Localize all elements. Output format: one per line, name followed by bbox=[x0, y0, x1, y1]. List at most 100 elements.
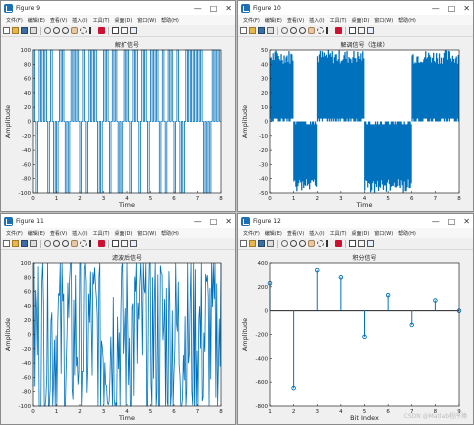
rotate-3d-icon[interactable] bbox=[317, 27, 324, 34]
colorbar-icon[interactable] bbox=[358, 240, 365, 247]
link-plot-icon[interactable] bbox=[112, 240, 119, 247]
print-icon[interactable] bbox=[30, 27, 37, 34]
legend-icon[interactable] bbox=[130, 27, 137, 34]
menu-window[interactable]: 窗口(W) bbox=[374, 230, 394, 237]
minimize-button[interactable]: — bbox=[431, 216, 440, 226]
data-cursor-icon[interactable] bbox=[326, 27, 333, 34]
print-icon[interactable] bbox=[30, 240, 37, 247]
menu-help[interactable]: 帮助(H) bbox=[398, 230, 416, 237]
menu-insert[interactable]: 插入(I) bbox=[72, 17, 88, 24]
link-plot-icon[interactable] bbox=[112, 27, 119, 34]
zoom-in-icon[interactable] bbox=[290, 27, 297, 34]
menu-insert[interactable]: 插入(I) bbox=[72, 230, 88, 237]
edit-plot-icon[interactable] bbox=[281, 27, 288, 34]
plot-area[interactable]: 解扩信号 0 1 2 3 4 5 6 7 8 -100 -80 -60 -40 -20 0 20 40 60 80 10… bbox=[1, 37, 235, 211]
window-titlebar[interactable]: Figure 12 — □ ✕ bbox=[238, 214, 473, 228]
close-button[interactable]: ✕ bbox=[225, 216, 232, 226]
rotate-3d-icon[interactable] bbox=[317, 240, 324, 247]
new-figure-icon[interactable] bbox=[240, 240, 247, 247]
chart-svg[interactable]: 解扩信号 0 1 2 3 4 5 6 7 8 -100 -80 -60 -40 -20 0 20 40 60 80 10… bbox=[1, 37, 235, 211]
chart-svg[interactable]: 解调信号（连续） 0 1 2 3 4 5 6 7 8 -50 -40 -30 -20 -10 0 10 20 30 4… bbox=[238, 37, 473, 211]
brush-icon[interactable] bbox=[335, 27, 342, 34]
minimize-button[interactable]: — bbox=[431, 3, 440, 13]
menu-edit[interactable]: 编辑(E) bbox=[27, 230, 45, 237]
window-titlebar[interactable]: Figure 9 — □ ✕ bbox=[1, 1, 235, 15]
print-icon[interactable] bbox=[267, 240, 274, 247]
open-folder-icon[interactable] bbox=[249, 27, 256, 34]
colorbar-icon[interactable] bbox=[121, 27, 128, 34]
zoom-out-icon[interactable] bbox=[62, 27, 69, 34]
legend-icon[interactable] bbox=[367, 27, 374, 34]
rotate-3d-icon[interactable] bbox=[80, 27, 87, 34]
open-folder-icon[interactable] bbox=[249, 240, 256, 247]
open-folder-icon[interactable] bbox=[12, 240, 19, 247]
zoom-in-icon[interactable] bbox=[290, 240, 297, 247]
menu-desktop[interactable]: 桌面(D) bbox=[351, 230, 370, 237]
data-cursor-icon[interactable] bbox=[89, 240, 96, 247]
menu-edit[interactable]: 编辑(E) bbox=[264, 17, 282, 24]
menu-window[interactable]: 窗口(W) bbox=[137, 230, 157, 237]
zoom-in-icon[interactable] bbox=[53, 240, 60, 247]
new-figure-icon[interactable] bbox=[3, 27, 10, 34]
window-titlebar[interactable]: Figure 11 — □ ✕ bbox=[1, 214, 235, 228]
pan-icon[interactable] bbox=[71, 240, 78, 247]
zoom-out-icon[interactable] bbox=[299, 240, 306, 247]
menu-view[interactable]: 查看(V) bbox=[286, 230, 305, 237]
close-button[interactable]: ✕ bbox=[225, 3, 232, 13]
pan-icon[interactable] bbox=[308, 27, 315, 34]
menu-file[interactable]: 文件(F) bbox=[6, 17, 23, 24]
window-titlebar[interactable]: Figure 10 — □ ✕ bbox=[238, 1, 473, 15]
maximize-button[interactable]: □ bbox=[447, 216, 456, 226]
menu-tools[interactable]: 工具(T) bbox=[92, 230, 110, 237]
link-plot-icon[interactable] bbox=[349, 27, 356, 34]
save-icon[interactable] bbox=[21, 27, 28, 34]
edit-plot-icon[interactable] bbox=[44, 240, 51, 247]
link-plot-icon[interactable] bbox=[349, 240, 356, 247]
save-icon[interactable] bbox=[21, 240, 28, 247]
save-icon[interactable] bbox=[258, 27, 265, 34]
chart-svg[interactable]: 滤波后信号 0 1 2 3 4 5 6 7 8 -100 -80 -60 -40 -20 0 20 40 60 80 1… bbox=[1, 250, 235, 424]
menu-help[interactable]: 帮助(H) bbox=[161, 230, 179, 237]
colorbar-icon[interactable] bbox=[121, 240, 128, 247]
legend-icon[interactable] bbox=[130, 240, 137, 247]
data-cursor-icon[interactable] bbox=[326, 240, 333, 247]
pan-icon[interactable] bbox=[71, 27, 78, 34]
menu-file[interactable]: 文件(F) bbox=[243, 230, 260, 237]
menu-desktop[interactable]: 桌面(D) bbox=[351, 17, 370, 24]
close-button[interactable]: ✕ bbox=[463, 216, 470, 226]
menu-tools[interactable]: 工具(T) bbox=[92, 17, 110, 24]
maximize-button[interactable]: □ bbox=[209, 3, 218, 13]
menu-file[interactable]: 文件(F) bbox=[6, 230, 23, 237]
data-cursor-icon[interactable] bbox=[89, 27, 96, 34]
open-folder-icon[interactable] bbox=[12, 27, 19, 34]
colorbar-icon[interactable] bbox=[358, 27, 365, 34]
pan-icon[interactable] bbox=[308, 240, 315, 247]
plot-area[interactable]: 积分信号 1 2 3 4 5 6 7 8 9 -800 -600 -400 -200 0 200 400 Bit … bbox=[238, 250, 473, 424]
menu-desktop[interactable]: 桌面(D) bbox=[114, 230, 133, 237]
new-figure-icon[interactable] bbox=[3, 240, 10, 247]
maximize-button[interactable]: □ bbox=[447, 3, 456, 13]
print-icon[interactable] bbox=[267, 27, 274, 34]
menu-help[interactable]: 帮助(H) bbox=[398, 17, 416, 24]
edit-plot-icon[interactable] bbox=[44, 27, 51, 34]
menu-view[interactable]: 查看(V) bbox=[49, 230, 68, 237]
zoom-out-icon[interactable] bbox=[299, 27, 306, 34]
plot-area[interactable]: 滤波后信号 0 1 2 3 4 5 6 7 8 -100 -80 -60 -40 -20 0 20 40 60 80 1… bbox=[1, 250, 235, 424]
minimize-button[interactable]: — bbox=[193, 216, 202, 226]
edit-plot-icon[interactable] bbox=[281, 240, 288, 247]
menu-window[interactable]: 窗口(W) bbox=[137, 17, 157, 24]
menu-insert[interactable]: 插入(I) bbox=[309, 17, 325, 24]
brush-icon[interactable] bbox=[98, 240, 105, 247]
menu-window[interactable]: 窗口(W) bbox=[374, 17, 394, 24]
menu-tools[interactable]: 工具(T) bbox=[329, 17, 347, 24]
menu-help[interactable]: 帮助(H) bbox=[161, 17, 179, 24]
maximize-button[interactable]: □ bbox=[209, 216, 218, 226]
menu-view[interactable]: 查看(V) bbox=[286, 17, 305, 24]
menu-file[interactable]: 文件(F) bbox=[243, 17, 260, 24]
minimize-button[interactable]: — bbox=[193, 3, 202, 13]
menu-view[interactable]: 查看(V) bbox=[49, 17, 68, 24]
brush-icon[interactable] bbox=[98, 27, 105, 34]
new-figure-icon[interactable] bbox=[240, 27, 247, 34]
menu-insert[interactable]: 插入(I) bbox=[309, 230, 325, 237]
menu-edit[interactable]: 编辑(E) bbox=[27, 17, 45, 24]
